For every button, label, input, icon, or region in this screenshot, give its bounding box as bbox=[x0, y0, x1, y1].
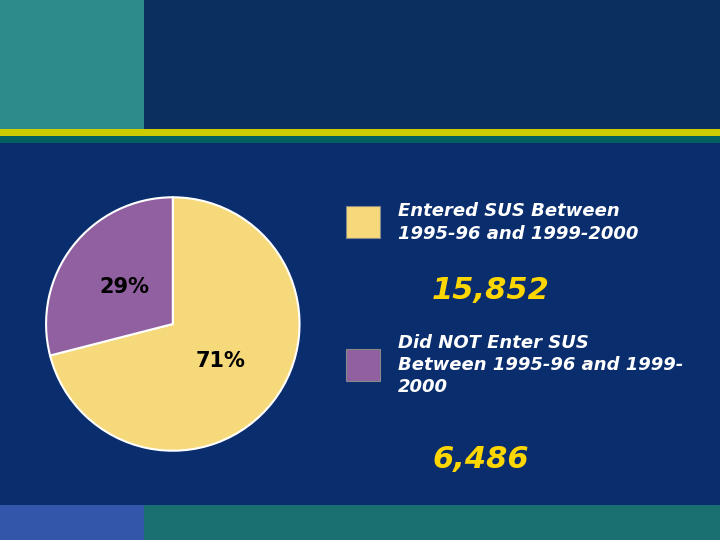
Text: 71%: 71% bbox=[196, 352, 246, 372]
Bar bbox=[346, 349, 379, 381]
Text: Did NOT Enter SUS
Between 1995-96 and 1999-
2000: Did NOT Enter SUS Between 1995-96 and 19… bbox=[398, 334, 683, 396]
Text: 9: 9 bbox=[693, 516, 703, 529]
Text: Percent of 1994-95 AA Graduates
Transferring to the SUS Any Time
Between 1995-96: Percent of 1994-95 AA Graduates Transfer… bbox=[195, 22, 640, 107]
Bar bbox=[346, 206, 379, 239]
Text: 15,852: 15,852 bbox=[432, 275, 550, 305]
Text: 29%: 29% bbox=[100, 276, 150, 296]
Text: Entered SUS Between
1995-96 and 1999-2000: Entered SUS Between 1995-96 and 1999-200… bbox=[398, 202, 639, 242]
Wedge shape bbox=[50, 197, 300, 451]
Text: 6,486: 6,486 bbox=[432, 445, 528, 474]
Wedge shape bbox=[46, 197, 173, 355]
